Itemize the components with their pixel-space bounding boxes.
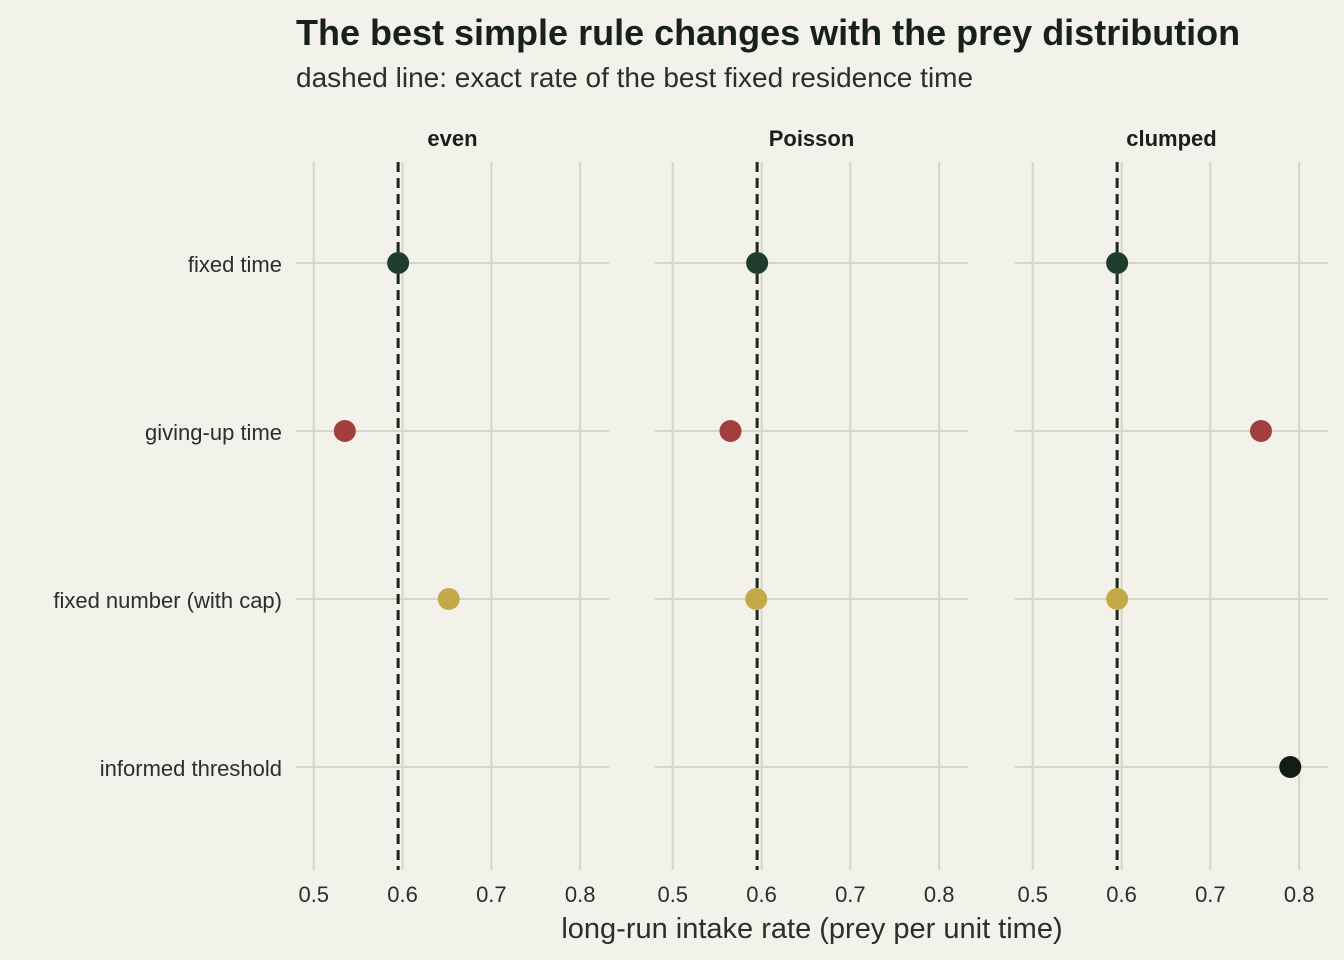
data-point (1106, 588, 1129, 610)
x-tick-label: 0.5 (657, 882, 688, 907)
chart-subtitle: dashed line: exact rate of the best fixe… (296, 62, 974, 93)
data-point (387, 252, 410, 274)
data-point (1279, 756, 1302, 778)
x-tick-label: 0.7 (476, 882, 507, 907)
x-tick-label: 0.8 (565, 882, 596, 907)
panel-label: Poisson (769, 126, 855, 151)
panel-label: clumped (1126, 126, 1216, 151)
data-point (333, 420, 356, 442)
data-point (437, 588, 460, 610)
x-tick-label: 0.6 (387, 882, 418, 907)
chart-title: The best simple rule changes with the pr… (296, 12, 1241, 53)
panel-even: 0.5 0.6 0.7 0.8 even (296, 126, 609, 907)
y-tick-label: giving-up time (145, 420, 282, 445)
x-tick-label: 0.6 (1106, 882, 1137, 907)
x-tick-label: 0.7 (1195, 882, 1226, 907)
x-tick-label: 0.6 (746, 882, 777, 907)
data-point (1249, 420, 1272, 442)
y-tick-label: fixed time (188, 252, 282, 277)
data-point (1106, 252, 1129, 274)
panel-poisson: 0.5 0.6 0.7 0.8 Poisson (655, 126, 968, 907)
panel-label: even (427, 126, 477, 151)
data-point (746, 252, 769, 274)
x-tick-label: 0.7 (835, 882, 866, 907)
panel-clumped: 0.5 0.6 0.7 0.8 clumped (1015, 126, 1328, 907)
x-tick-label: 0.8 (924, 882, 955, 907)
x-tick-label: 0.5 (298, 882, 329, 907)
data-point (719, 420, 742, 442)
y-tick-label: informed threshold (100, 756, 282, 781)
y-tick-label: fixed number (with cap) (53, 588, 282, 613)
x-axis-label: long-run intake rate (prey per unit time… (561, 913, 1062, 945)
data-point (745, 588, 768, 610)
x-tick-label: 0.8 (1284, 882, 1315, 907)
x-tick-label: 0.5 (1017, 882, 1048, 907)
